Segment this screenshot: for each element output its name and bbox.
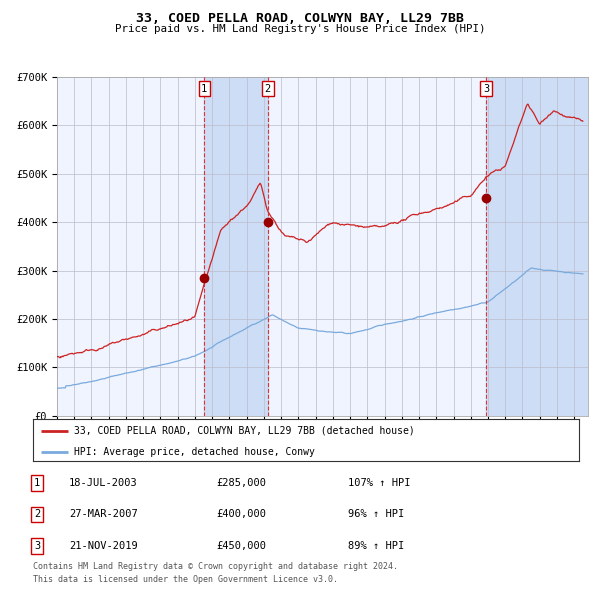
- Bar: [486, 77, 588, 416]
- Text: £450,000: £450,000: [216, 542, 266, 551]
- Text: 2: 2: [265, 84, 271, 94]
- Text: Price paid vs. HM Land Registry's House Price Index (HPI): Price paid vs. HM Land Registry's House …: [115, 24, 485, 34]
- Text: HPI: Average price, detached house, Conwy: HPI: Average price, detached house, Conw…: [74, 447, 315, 457]
- Text: 107% ↑ HPI: 107% ↑ HPI: [348, 478, 410, 487]
- Text: 3: 3: [34, 542, 40, 551]
- Bar: [204, 77, 268, 416]
- Text: Contains HM Land Registry data © Crown copyright and database right 2024.: Contains HM Land Registry data © Crown c…: [33, 562, 398, 571]
- Text: 89% ↑ HPI: 89% ↑ HPI: [348, 542, 404, 551]
- Text: £400,000: £400,000: [216, 510, 266, 519]
- Text: £285,000: £285,000: [216, 478, 266, 487]
- Text: 1: 1: [34, 478, 40, 487]
- Text: 2: 2: [34, 510, 40, 519]
- Text: 33, COED PELLA ROAD, COLWYN BAY, LL29 7BB (detached house): 33, COED PELLA ROAD, COLWYN BAY, LL29 7B…: [74, 426, 415, 436]
- Text: 3: 3: [483, 84, 489, 94]
- Text: 21-NOV-2019: 21-NOV-2019: [69, 542, 138, 551]
- Text: 96% ↑ HPI: 96% ↑ HPI: [348, 510, 404, 519]
- Text: 33, COED PELLA ROAD, COLWYN BAY, LL29 7BB: 33, COED PELLA ROAD, COLWYN BAY, LL29 7B…: [136, 12, 464, 25]
- Text: This data is licensed under the Open Government Licence v3.0.: This data is licensed under the Open Gov…: [33, 575, 338, 584]
- Text: 1: 1: [201, 84, 208, 94]
- Text: 18-JUL-2003: 18-JUL-2003: [69, 478, 138, 487]
- Text: 27-MAR-2007: 27-MAR-2007: [69, 510, 138, 519]
